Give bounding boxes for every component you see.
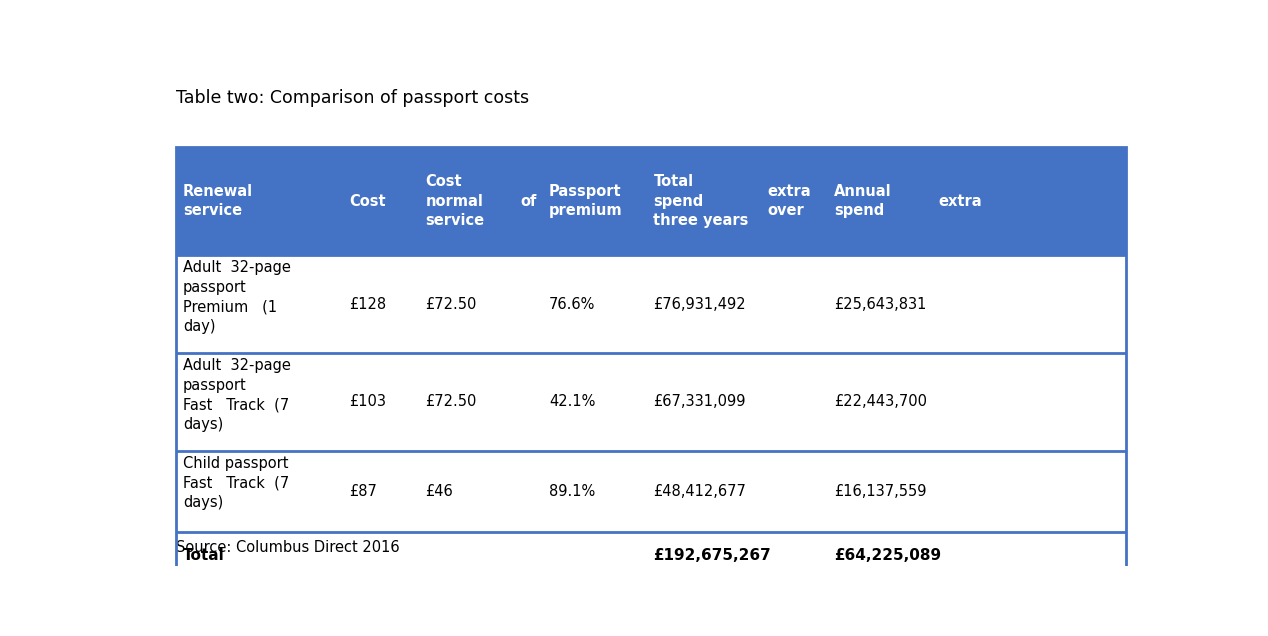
Text: Cost
normal
service: Cost normal service [425, 174, 484, 228]
Text: £16,137,559: £16,137,559 [834, 484, 927, 499]
Text: £64,225,089: £64,225,089 [834, 548, 941, 563]
Text: Total: Total [183, 548, 224, 563]
Text: Renewal
service: Renewal service [183, 184, 254, 218]
Text: extra: extra [938, 194, 983, 209]
Text: £192,675,267: £192,675,267 [653, 548, 771, 563]
Text: Adult  32-page
passport
Premium   (1
day): Adult 32-page passport Premium (1 day) [183, 260, 290, 335]
Text: Table two: Comparison of passport costs: Table two: Comparison of passport costs [176, 88, 529, 107]
Text: £87: £87 [350, 484, 378, 499]
Text: £22,443,700: £22,443,700 [834, 394, 927, 410]
Text: £72.50: £72.50 [425, 394, 477, 410]
Text: £128: £128 [350, 296, 387, 312]
Text: Source: Columbus Direct 2016: Source: Columbus Direct 2016 [176, 540, 399, 555]
Bar [176, 148, 1126, 580]
Text: 89.1%: 89.1% [549, 484, 595, 499]
Text: £46: £46 [425, 484, 453, 499]
Text: Total
spend
three years: Total spend three years [653, 174, 749, 228]
Bar [176, 148, 1126, 255]
Text: £76,931,492: £76,931,492 [653, 296, 746, 312]
Text: £25,643,831: £25,643,831 [834, 296, 927, 312]
Text: 76.6%: 76.6% [549, 296, 595, 312]
Text: 42.1%: 42.1% [549, 394, 595, 410]
Text: Passport
premium: Passport premium [549, 184, 623, 218]
Text: Cost: Cost [350, 194, 385, 209]
Text: £72.50: £72.50 [425, 296, 477, 312]
Text: of: of [520, 194, 536, 209]
Text: £103: £103 [350, 394, 387, 410]
Text: £48,412,677: £48,412,677 [653, 484, 747, 499]
Text: £67,331,099: £67,331,099 [653, 394, 746, 410]
Text: Annual
spend: Annual spend [834, 184, 891, 218]
Text: extra
over: extra over [767, 184, 812, 218]
Text: Adult  32-page
passport
Fast   Track  (7
days): Adult 32-page passport Fast Track (7 day… [183, 358, 290, 432]
Text: Child passport
Fast   Track  (7
days): Child passport Fast Track (7 days) [183, 456, 289, 511]
